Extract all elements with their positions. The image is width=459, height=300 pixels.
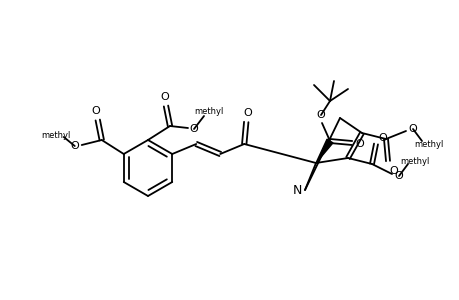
Text: O: O [70,141,79,151]
Text: O: O [189,124,198,134]
Text: N: N [291,184,301,196]
Text: O: O [91,106,100,116]
Text: methyl: methyl [414,140,443,148]
Text: O: O [355,139,364,149]
Text: methyl: methyl [399,157,429,166]
Text: O: O [160,92,169,102]
Text: O: O [389,166,397,176]
Text: methyl: methyl [194,106,223,116]
Text: O: O [378,133,386,143]
Text: O: O [316,110,325,120]
Text: O: O [408,124,416,134]
Text: methyl: methyl [41,130,70,140]
Text: O: O [243,108,252,118]
Text: O: O [394,171,403,181]
Polygon shape [315,139,332,163]
